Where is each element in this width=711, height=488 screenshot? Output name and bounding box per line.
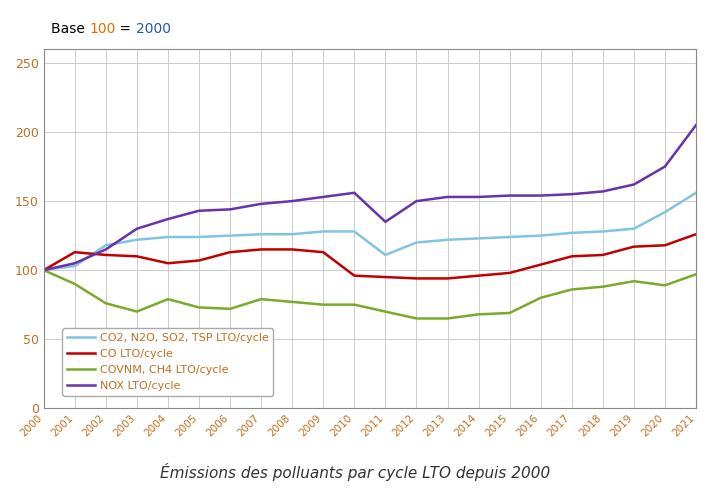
- COVNM, CH4 LTO/cycle: [599, 284, 607, 290]
- CO LTO/cycle: [288, 246, 296, 252]
- COVNM, CH4 LTO/cycle: [226, 306, 235, 312]
- CO LTO/cycle: [133, 253, 141, 259]
- COVNM, CH4 LTO/cycle: [70, 281, 79, 287]
- NOX LTO/cycle: [70, 260, 79, 266]
- COVNM, CH4 LTO/cycle: [692, 271, 700, 277]
- CO2, N2O, SO2, TSP LTO/cycle: [70, 263, 79, 269]
- COVNM, CH4 LTO/cycle: [40, 267, 48, 273]
- NOX LTO/cycle: [506, 193, 514, 199]
- NOX LTO/cycle: [599, 188, 607, 194]
- Line: COVNM, CH4 LTO/cycle: COVNM, CH4 LTO/cycle: [44, 270, 696, 319]
- NOX LTO/cycle: [288, 198, 296, 204]
- CO LTO/cycle: [630, 244, 638, 249]
- CO2, N2O, SO2, TSP LTO/cycle: [474, 235, 483, 241]
- Text: 2000: 2000: [136, 22, 171, 36]
- CO2, N2O, SO2, TSP LTO/cycle: [102, 243, 110, 248]
- CO2, N2O, SO2, TSP LTO/cycle: [412, 240, 421, 245]
- CO LTO/cycle: [350, 273, 358, 279]
- COVNM, CH4 LTO/cycle: [506, 310, 514, 316]
- CO2, N2O, SO2, TSP LTO/cycle: [350, 228, 358, 234]
- NOX LTO/cycle: [381, 219, 390, 225]
- CO LTO/cycle: [164, 260, 172, 266]
- COVNM, CH4 LTO/cycle: [630, 278, 638, 284]
- COVNM, CH4 LTO/cycle: [319, 302, 328, 307]
- NOX LTO/cycle: [133, 226, 141, 232]
- CO LTO/cycle: [70, 249, 79, 255]
- NOX LTO/cycle: [630, 182, 638, 187]
- CO2, N2O, SO2, TSP LTO/cycle: [381, 252, 390, 258]
- COVNM, CH4 LTO/cycle: [133, 308, 141, 314]
- CO LTO/cycle: [102, 252, 110, 258]
- COVNM, CH4 LTO/cycle: [474, 311, 483, 317]
- CO2, N2O, SO2, TSP LTO/cycle: [506, 234, 514, 240]
- CO LTO/cycle: [195, 258, 203, 264]
- NOX LTO/cycle: [319, 194, 328, 200]
- CO2, N2O, SO2, TSP LTO/cycle: [133, 237, 141, 243]
- CO LTO/cycle: [40, 267, 48, 273]
- NOX LTO/cycle: [443, 194, 451, 200]
- CO2, N2O, SO2, TSP LTO/cycle: [599, 228, 607, 234]
- COVNM, CH4 LTO/cycle: [350, 302, 358, 307]
- COVNM, CH4 LTO/cycle: [567, 286, 576, 292]
- CO2, N2O, SO2, TSP LTO/cycle: [536, 233, 545, 239]
- COVNM, CH4 LTO/cycle: [288, 299, 296, 305]
- CO LTO/cycle: [226, 249, 235, 255]
- Line: CO2, N2O, SO2, TSP LTO/cycle: CO2, N2O, SO2, TSP LTO/cycle: [44, 193, 696, 270]
- NOX LTO/cycle: [226, 206, 235, 212]
- COVNM, CH4 LTO/cycle: [661, 283, 669, 288]
- COVNM, CH4 LTO/cycle: [536, 295, 545, 301]
- CO LTO/cycle: [506, 270, 514, 276]
- NOX LTO/cycle: [412, 198, 421, 204]
- CO2, N2O, SO2, TSP LTO/cycle: [319, 228, 328, 234]
- NOX LTO/cycle: [257, 201, 265, 207]
- Legend: CO2, N2O, SO2, TSP LTO/cycle, CO LTO/cycle, COVNM, CH4 LTO/cycle, NOX LTO/cycle: CO2, N2O, SO2, TSP LTO/cycle, CO LTO/cyc…: [63, 328, 274, 395]
- CO LTO/cycle: [381, 274, 390, 280]
- CO2, N2O, SO2, TSP LTO/cycle: [692, 190, 700, 196]
- NOX LTO/cycle: [195, 208, 203, 214]
- Text: Émissions des polluants par cycle LTO depuis 2000: Émissions des polluants par cycle LTO de…: [161, 463, 550, 481]
- CO2, N2O, SO2, TSP LTO/cycle: [567, 230, 576, 236]
- COVNM, CH4 LTO/cycle: [412, 316, 421, 322]
- CO2, N2O, SO2, TSP LTO/cycle: [195, 234, 203, 240]
- NOX LTO/cycle: [164, 216, 172, 222]
- Line: NOX LTO/cycle: NOX LTO/cycle: [44, 125, 696, 270]
- CO LTO/cycle: [257, 246, 265, 252]
- NOX LTO/cycle: [350, 190, 358, 196]
- CO LTO/cycle: [319, 249, 328, 255]
- CO2, N2O, SO2, TSP LTO/cycle: [661, 209, 669, 215]
- CO LTO/cycle: [692, 231, 700, 237]
- CO2, N2O, SO2, TSP LTO/cycle: [630, 226, 638, 232]
- CO LTO/cycle: [443, 276, 451, 282]
- COVNM, CH4 LTO/cycle: [164, 296, 172, 302]
- CO LTO/cycle: [661, 243, 669, 248]
- CO LTO/cycle: [412, 276, 421, 282]
- NOX LTO/cycle: [536, 193, 545, 199]
- COVNM, CH4 LTO/cycle: [257, 296, 265, 302]
- NOX LTO/cycle: [474, 194, 483, 200]
- CO LTO/cycle: [536, 262, 545, 267]
- Text: 100: 100: [89, 22, 115, 36]
- CO2, N2O, SO2, TSP LTO/cycle: [257, 231, 265, 237]
- COVNM, CH4 LTO/cycle: [195, 305, 203, 310]
- CO2, N2O, SO2, TSP LTO/cycle: [443, 237, 451, 243]
- NOX LTO/cycle: [567, 191, 576, 197]
- CO2, N2O, SO2, TSP LTO/cycle: [40, 267, 48, 273]
- CO LTO/cycle: [599, 252, 607, 258]
- NOX LTO/cycle: [102, 246, 110, 252]
- COVNM, CH4 LTO/cycle: [443, 316, 451, 322]
- CO LTO/cycle: [567, 253, 576, 259]
- COVNM, CH4 LTO/cycle: [381, 308, 390, 314]
- COVNM, CH4 LTO/cycle: [102, 300, 110, 306]
- CO2, N2O, SO2, TSP LTO/cycle: [164, 234, 172, 240]
- Text: Base: Base: [51, 22, 89, 36]
- CO2, N2O, SO2, TSP LTO/cycle: [288, 231, 296, 237]
- NOX LTO/cycle: [661, 163, 669, 169]
- CO2, N2O, SO2, TSP LTO/cycle: [226, 233, 235, 239]
- CO LTO/cycle: [474, 273, 483, 279]
- NOX LTO/cycle: [692, 122, 700, 128]
- NOX LTO/cycle: [40, 267, 48, 273]
- Text: =: =: [115, 22, 136, 36]
- Line: CO LTO/cycle: CO LTO/cycle: [44, 234, 696, 279]
